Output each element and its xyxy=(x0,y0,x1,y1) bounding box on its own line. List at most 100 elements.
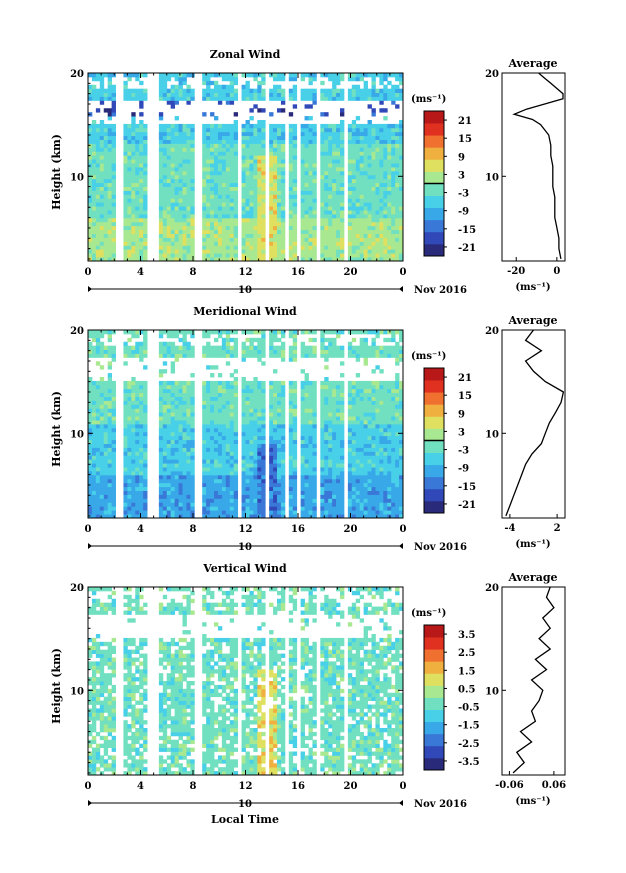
meridional-heatmap-cell xyxy=(170,384,176,390)
zonal-heatmap-cell xyxy=(190,131,195,137)
zonal-heatmap-cell xyxy=(233,241,239,246)
meridional-heatmap-cell xyxy=(241,494,246,499)
zonal-heatmap-cell xyxy=(336,163,341,168)
zonal-heatmap-cell xyxy=(123,257,128,262)
meridional-heatmap-cell xyxy=(88,420,93,425)
zonal-heatmap-cell xyxy=(178,182,183,187)
meridional-heatmap-cell xyxy=(178,439,183,444)
zonal-heatmap-cell xyxy=(359,170,365,176)
meridional-heatmap-cell xyxy=(88,388,93,394)
zonal-heatmap-cell xyxy=(182,257,187,262)
zonal-heatmap-cell xyxy=(186,131,191,137)
zonal-heatmap-cell xyxy=(249,214,254,219)
zonal-heatmap-cell xyxy=(233,151,239,156)
meridional-heatmap-cell xyxy=(206,443,211,448)
meridional-heatmap-cell xyxy=(99,447,105,452)
zonal-heatmap-cell xyxy=(143,96,148,101)
zonal-heatmap-cell xyxy=(178,127,183,133)
zonal-heatmap-cell xyxy=(363,163,368,168)
meridional-heatmap-cell xyxy=(111,482,116,488)
meridional-heatmap-cell xyxy=(190,467,195,472)
zonal-heatmap-cell xyxy=(221,186,227,191)
zonal-heatmap-cell xyxy=(202,225,207,231)
meridional-heatmap-cell xyxy=(312,412,317,417)
zonal-heatmap-cell xyxy=(269,245,274,250)
zonal-heatmap-cell xyxy=(300,170,305,176)
meridional-heatmap-cell xyxy=(206,502,211,507)
meridional-heatmap-cell xyxy=(217,404,223,409)
meridional-heatmap-cell xyxy=(225,349,231,354)
zonal-heatmap-cell xyxy=(324,151,329,156)
zonal-heatmap-cell xyxy=(300,257,305,262)
meridional-heatmap-cell xyxy=(190,490,195,495)
zonal-heatmap-cell xyxy=(379,159,384,164)
zonal-heatmap-cell xyxy=(395,237,400,242)
zonal-day-axis-start-marker xyxy=(88,286,92,292)
zonal-heatmap-cell xyxy=(162,73,168,78)
zonal-heatmap-cell xyxy=(288,190,294,195)
meridional-heatmap-cell xyxy=(210,392,215,397)
zonal-heatmap-cell xyxy=(135,253,140,258)
zonal-heatmap-cell xyxy=(162,257,168,262)
meridional-heatmap-cell xyxy=(131,482,136,488)
zonal-heatmap-cell xyxy=(127,147,132,152)
meridional-heatmap-cell xyxy=(304,443,309,448)
zonal-profile-y-tick-label: 10 xyxy=(485,172,499,183)
meridional-heatmap-cell xyxy=(261,455,266,460)
meridional-heatmap-cell xyxy=(210,443,215,448)
meridional-heatmap-cell xyxy=(143,463,148,468)
zonal-heatmap-cell xyxy=(379,88,384,93)
meridional-heatmap-cell xyxy=(162,353,168,358)
zonal-heatmap-cell xyxy=(166,237,172,242)
meridional-heatmap-cell xyxy=(174,494,179,499)
zonal-heatmap-cell xyxy=(379,80,384,86)
meridional-heatmap-cell xyxy=(135,494,140,499)
meridional-heatmap-cell xyxy=(253,439,258,444)
meridional-heatmap-cell xyxy=(269,380,274,386)
zonal-heatmap-cell xyxy=(320,237,325,242)
meridional-heatmap-cell xyxy=(249,514,254,519)
zonal-heatmap-cell xyxy=(206,155,211,160)
zonal-heatmap-cell xyxy=(221,202,227,207)
zonal-heatmap-cell xyxy=(379,96,384,101)
meridional-heatmap-cell xyxy=(107,451,113,456)
zonal-heatmap-cell xyxy=(158,123,164,129)
meridional-heatmap-cell xyxy=(182,471,187,476)
zonal-heatmap-cell xyxy=(273,174,278,180)
meridional-heatmap-cell xyxy=(202,435,207,441)
zonal-heatmap-cell xyxy=(162,217,168,223)
meridional-heatmap-cell xyxy=(123,380,128,386)
zonal-heatmap-cell xyxy=(328,245,333,250)
zonal-heatmap-cell xyxy=(190,143,195,148)
meridional-heatmap-cell xyxy=(312,439,317,444)
meridional-heatmap-cell xyxy=(229,416,235,421)
zonal-heatmap-cell xyxy=(139,225,144,231)
zonal-heatmap-cell xyxy=(182,92,187,97)
meridional-heatmap-cell xyxy=(225,427,231,433)
zonal-heatmap-cell xyxy=(288,131,294,137)
meridional-heatmap-cell xyxy=(241,506,246,511)
meridional-heatmap-cell xyxy=(95,451,101,456)
zonal-heatmap-cell xyxy=(249,131,254,137)
zonal-heatmap-cell xyxy=(186,127,191,133)
meridional-heatmap-cell xyxy=(143,384,148,390)
meridional-heatmap-cell xyxy=(135,514,140,519)
meridional-heatmap-cell xyxy=(320,380,325,386)
zonal-heatmap-cell xyxy=(170,206,176,211)
zonal-heatmap-cell xyxy=(170,155,176,160)
meridional-heatmap-cell xyxy=(328,467,333,472)
meridional-heatmap-cell xyxy=(214,400,219,405)
zonal-heatmap-cell xyxy=(241,237,246,242)
zonal-heatmap-cell xyxy=(162,194,168,199)
meridional-heatmap-cell xyxy=(186,396,191,401)
meridional-heatmap-cell xyxy=(273,443,278,448)
meridional-heatmap-cell xyxy=(328,455,333,460)
meridional-heatmap-cell xyxy=(99,498,105,503)
meridional-heatmap-cell xyxy=(206,345,211,350)
zonal-heatmap-cell xyxy=(214,92,219,97)
zonal-heatmap-cell xyxy=(379,214,384,219)
zonal-heatmap-cell xyxy=(190,123,195,129)
meridional-heatmap-cell xyxy=(249,392,254,397)
zonal-heatmap-cell xyxy=(379,73,384,78)
meridional-heatmap-cell xyxy=(123,384,128,390)
